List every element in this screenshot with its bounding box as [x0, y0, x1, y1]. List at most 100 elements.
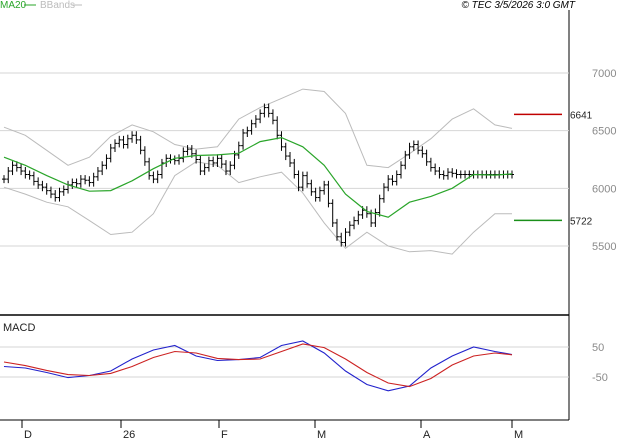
signal-line: [3, 343, 513, 388]
price-bar: [159, 158, 164, 179]
price-bar: [326, 180, 331, 208]
price-bar: [373, 208, 378, 227]
price-bar: [27, 170, 32, 180]
price-bar: [48, 186, 53, 199]
time-axis-label: F: [221, 429, 228, 440]
price-bar: [31, 171, 36, 186]
price-bar: [142, 146, 147, 166]
macd-series: [3, 340, 513, 392]
price-bar: [347, 221, 352, 237]
legend-ma20-label: MA20: [0, 0, 27, 11]
price-bar: [463, 170, 468, 179]
price-bar: [19, 163, 24, 176]
bollinger-bands: [3, 88, 513, 255]
price-tick-label: 7000: [592, 68, 616, 80]
price-bar: [441, 170, 446, 180]
price-bar: [352, 216, 357, 230]
bbands-lower-line: [3, 161, 512, 255]
price-bar: [14, 161, 19, 172]
price-bar: [249, 119, 254, 135]
price-bar: [292, 158, 297, 179]
price-bar: [386, 175, 391, 192]
price-bar: [100, 161, 105, 176]
price-bar: [416, 140, 421, 155]
price-bar: [334, 218, 339, 241]
price-bar: [138, 135, 143, 155]
price-bar: [279, 131, 284, 151]
price-bar: [211, 156, 216, 167]
price-bar: [390, 175, 395, 186]
reference-level-label: 5722: [570, 216, 593, 227]
price-bar: [228, 161, 233, 176]
ma20-series: [3, 136, 513, 218]
macd-title: MACD: [3, 322, 35, 334]
macd-line: [3, 340, 513, 392]
price-bar: [57, 187, 62, 202]
price-bar: [40, 180, 45, 192]
price-bar: [147, 157, 152, 180]
price-bar: [104, 154, 109, 170]
price-bar: [202, 163, 207, 176]
price-bar: [87, 176, 92, 187]
price-bar: [322, 180, 327, 195]
reference-level-label: 6641: [570, 110, 593, 121]
price-bar: [198, 155, 203, 176]
price-bar: [223, 160, 228, 176]
price-bar: [266, 103, 271, 118]
price-bar: [433, 163, 438, 176]
price-bar: [23, 166, 28, 179]
time-axis-label: D: [24, 429, 32, 440]
macd-gridlines: [0, 346, 569, 378]
price-bar: [66, 180, 71, 194]
timestamp: © TEC 3/5/2026 3:0 GMT: [461, 0, 575, 11]
price-bar: [394, 170, 399, 186]
price-bar: [134, 131, 139, 144]
price-bar: [381, 183, 386, 203]
price-bar: [445, 168, 450, 180]
price-bar: [219, 154, 224, 169]
price-bar: [262, 103, 267, 118]
price-bar: [275, 116, 280, 140]
price-bar: [83, 175, 88, 185]
price-bar: [78, 175, 83, 188]
price-bar: [61, 185, 66, 196]
price-bar: [236, 141, 241, 159]
price-bar: [437, 166, 442, 179]
price-tick-label: 6000: [592, 183, 616, 195]
price-bar: [6, 166, 11, 184]
price-bar: [283, 142, 288, 161]
price-bar: [130, 131, 135, 143]
price-bar: [108, 143, 113, 163]
price-bar: [356, 210, 361, 225]
price-bar: [424, 149, 429, 166]
price-bar: [125, 134, 130, 149]
time-axis-label: A: [423, 429, 431, 440]
price-bar: [258, 109, 263, 124]
price-bar: [270, 109, 275, 125]
price-bar: [399, 161, 404, 179]
price-bar: [428, 157, 433, 172]
price-bar: [155, 170, 160, 184]
price-bar: [411, 140, 416, 151]
price-gridlines: [0, 72, 569, 247]
price-bar: [36, 177, 41, 189]
price-bar: [164, 154, 169, 167]
price-bar: [343, 228, 348, 247]
price-bar: [407, 142, 412, 159]
price-bar: [288, 152, 293, 167]
time-axis-label: M: [514, 429, 523, 440]
macd-tick-label: 50: [592, 342, 604, 354]
macd-tick-labels: 50 -50: [592, 342, 608, 384]
time-axis-label: 26: [123, 429, 135, 440]
price-bar: [420, 146, 425, 158]
price-bars: [2, 103, 514, 247]
price-bar: [245, 126, 250, 138]
price-tick-label: 6500: [592, 126, 616, 138]
reference-levels: 6641 5722: [514, 110, 593, 227]
price-bar: [117, 135, 122, 148]
price-tick-labels: 5500 6000 6500 7000: [592, 68, 616, 253]
price-bar: [377, 194, 382, 217]
price-bar: [112, 139, 117, 153]
price-bar: [309, 179, 314, 196]
price-bar: [172, 155, 177, 165]
